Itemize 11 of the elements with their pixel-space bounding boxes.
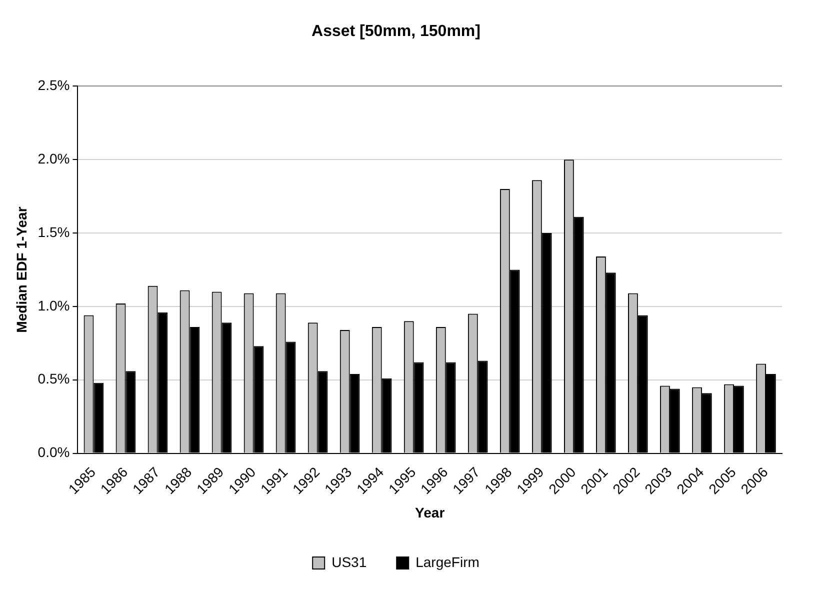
y-tick-label: 0.0% <box>38 444 70 460</box>
y-tick-label: 1.0% <box>38 297 70 314</box>
y-tick-label: 2.5% <box>38 77 70 94</box>
chart-title: Asset [50mm, 150mm] <box>312 23 480 40</box>
x-axis-title: Year <box>415 504 446 520</box>
y-tick-label: 0.5% <box>38 370 70 387</box>
legend-label: LargeFirm <box>416 554 480 570</box>
y-axis-title: Median EDF 1-Year <box>13 206 30 333</box>
legend-label: US31 <box>332 554 367 570</box>
y-tick-label: 2.0% <box>38 150 70 166</box>
y-tick-label: 1.5% <box>38 224 70 240</box>
